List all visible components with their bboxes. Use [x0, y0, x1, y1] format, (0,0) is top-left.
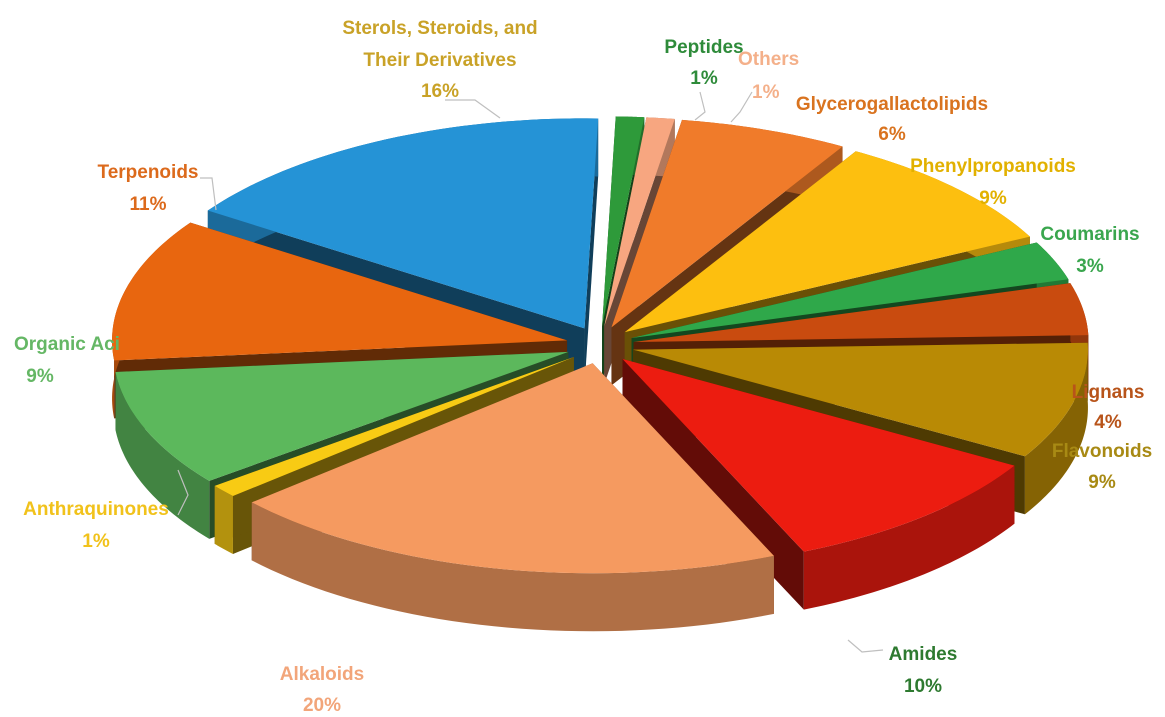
label-flavonoids-pct: 9%	[1088, 472, 1116, 493]
label-coumarins: Coumarins	[1040, 224, 1139, 245]
slice-alkaloids	[251, 363, 774, 632]
label-organic-acids: Organic Aci	[14, 334, 120, 355]
pie-slices	[112, 116, 1089, 632]
slice-anthraquinones-side	[214, 485, 233, 555]
slice-sterols-steroids-and-their-derivatives-top	[207, 118, 599, 329]
slice-anthraquinones-top	[214, 356, 574, 497]
slice-peptides-top	[602, 116, 645, 327]
label-sterols-pct: 16%	[421, 81, 459, 102]
label-alkaloids: Alkaloids	[280, 664, 364, 685]
label-others-pct: 1%	[752, 82, 780, 103]
slice-amides-side	[803, 465, 1015, 610]
slice-others-top	[604, 117, 675, 327]
leader-line-peptides	[694, 91, 706, 121]
label-anthraquinones-pct: 1%	[82, 531, 110, 552]
leader-lines	[177, 91, 884, 653]
leader-line-amides	[847, 639, 884, 653]
label-coumarins-pct: 3%	[1076, 256, 1104, 277]
slice-sterols-steroids-and-their-derivatives-wall-1	[584, 118, 599, 387]
label-amides: Amides	[889, 644, 958, 665]
slice-phenylpropanoids-top	[624, 151, 1030, 333]
label-flavonoids: Flavonoids	[1052, 441, 1152, 462]
slice-terpenoids-top	[112, 222, 568, 361]
label-terpenoids-pct: 11%	[130, 194, 167, 215]
label-terpenoids: Terpenoids	[98, 162, 199, 183]
label-peptides-pct: 1%	[690, 68, 718, 89]
label-organic-acids-pct: 9%	[26, 366, 54, 387]
slice-glycerogallactolipids-top	[611, 119, 843, 328]
leader-line-others	[730, 91, 753, 123]
slice-alkaloids-top	[251, 363, 774, 574]
label-lignans-pct: 4%	[1094, 412, 1122, 433]
label-alkaloids-pct: 20%	[303, 695, 341, 716]
label-lignans: Lignans	[1072, 382, 1145, 403]
slice-labels: Sterols, Steroids, and Their Derivatives…	[14, 18, 1152, 716]
label-sterols-line1: Sterols, Steroids, and	[342, 18, 537, 39]
label-phenylpropanoids: Phenylpropanoids	[910, 156, 1076, 177]
slice-alkaloids-side	[251, 502, 774, 632]
slice-organic-acids-top	[115, 351, 569, 481]
label-glycerogallactolipids-pct: 6%	[878, 124, 906, 145]
slice-flavonoids-top	[632, 342, 1088, 457]
slice-amides-top	[622, 359, 1015, 552]
label-amides-pct: 10%	[904, 676, 942, 697]
label-anthraquinones: Anthraquinones	[23, 499, 169, 520]
label-others: Others	[738, 49, 799, 70]
leader-line-terpenoids	[200, 177, 217, 211]
leader-line-sterols	[445, 99, 501, 119]
label-peptides: Peptides	[664, 37, 743, 58]
label-glycerogallactolipids: Glycerogallactolipids	[796, 94, 988, 115]
slice-organic-acids-side	[115, 371, 210, 539]
slice-flavonoids-side	[1024, 342, 1088, 515]
slice-lignans-top	[633, 283, 1089, 343]
label-sterols-line2: Their Derivatives	[363, 50, 516, 71]
slice-coumarins-top	[631, 242, 1069, 339]
label-phenylpropanoids-pct: 9%	[979, 188, 1007, 209]
leader-line-anthraquinones	[177, 469, 189, 516]
